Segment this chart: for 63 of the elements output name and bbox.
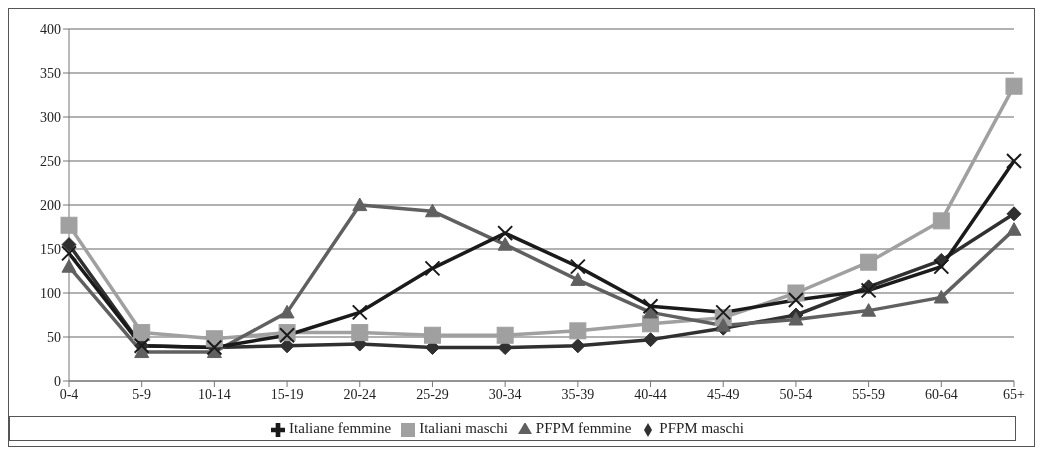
y-tick-label: 150 (40, 241, 61, 257)
point (932, 212, 950, 230)
y-tick-label: 50 (47, 329, 61, 345)
x-tick-label: 40-44 (634, 386, 667, 402)
point (715, 304, 732, 321)
point (643, 332, 659, 348)
point (860, 282, 877, 299)
point (61, 237, 77, 253)
point (1006, 153, 1022, 169)
x-tick-label: 65+ (1003, 386, 1026, 402)
y-tick-label: 200 (40, 197, 61, 213)
x-tick-label: 55-59 (852, 386, 885, 402)
x-tick-label: 35-39 (561, 386, 595, 402)
x-tick-label: 15-19 (270, 386, 304, 402)
x-tick-label: 30-34 (488, 386, 522, 402)
x-tick-label: 10-14 (198, 386, 231, 402)
point (933, 289, 949, 304)
y-tick-label: 250 (40, 153, 61, 169)
point (351, 304, 368, 321)
x-tick-label: 50-54 (779, 386, 813, 402)
x-tick-label: 20-24 (343, 386, 377, 402)
y-tick-label: 400 (40, 21, 61, 37)
point (424, 260, 441, 277)
x-tick-label: 60-64 (924, 386, 958, 402)
point (497, 225, 516, 242)
point (424, 203, 440, 218)
point (788, 311, 804, 326)
point (279, 338, 295, 354)
point (933, 258, 950, 275)
point (860, 253, 878, 271)
point (1005, 77, 1023, 95)
point (861, 303, 877, 317)
point (569, 322, 587, 340)
point (133, 324, 151, 342)
point (351, 324, 369, 342)
point (279, 304, 295, 319)
y-tick-label: 100 (40, 285, 61, 301)
point (1006, 222, 1022, 236)
point (423, 326, 441, 344)
point (715, 318, 731, 332)
legend-label: PFPM femmine (535, 420, 632, 436)
legend-label: PFPM maschi (659, 420, 744, 436)
point (642, 298, 659, 315)
legend-label: Italiane femmine (289, 420, 392, 436)
legend-label: Italiani maschi (419, 420, 508, 436)
y-tick-label: 0 (54, 373, 61, 389)
y-tick-label: 300 (40, 109, 61, 125)
x-tick-label: 0-4 (59, 386, 79, 402)
x-tick-label: 25-29 (416, 386, 449, 402)
x-tick-label: 45-49 (706, 386, 740, 402)
point (569, 258, 586, 275)
point (497, 237, 513, 251)
point (60, 216, 78, 234)
point (352, 197, 368, 212)
y-tick-label: 350 (40, 65, 61, 81)
x-tick-label: 5-9 (132, 386, 152, 402)
point (570, 272, 586, 286)
point (787, 292, 804, 309)
point (61, 259, 77, 273)
point (570, 338, 586, 354)
point (496, 326, 514, 344)
point (1006, 206, 1022, 222)
point (61, 245, 77, 262)
